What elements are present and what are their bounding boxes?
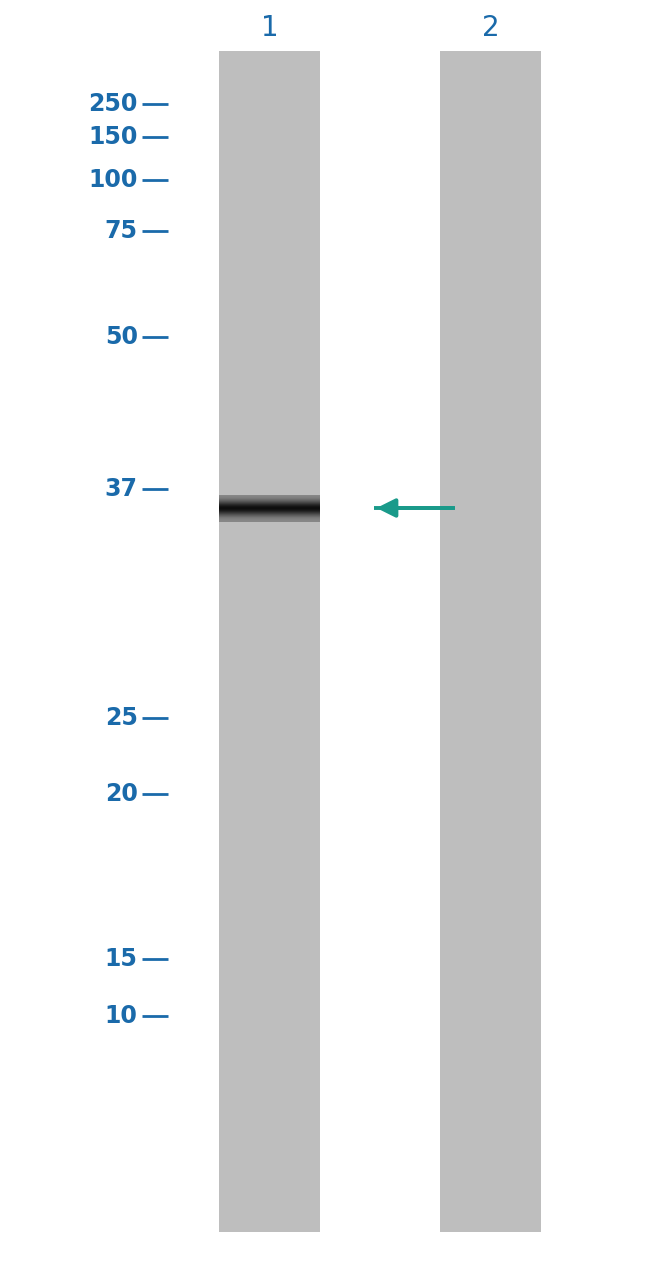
Text: 1: 1	[261, 14, 279, 42]
Text: 25: 25	[105, 706, 138, 729]
Bar	[220, 51, 320, 1232]
Text: 100: 100	[88, 169, 138, 192]
Text: 10: 10	[105, 1005, 138, 1027]
Bar	[441, 51, 541, 1232]
Text: 250: 250	[88, 93, 138, 116]
Text: 15: 15	[105, 947, 138, 970]
Text: 150: 150	[88, 126, 138, 149]
Text: 50: 50	[105, 325, 138, 348]
Text: 20: 20	[105, 782, 138, 805]
Text: 2: 2	[482, 14, 500, 42]
Text: 75: 75	[105, 220, 138, 243]
Text: 37: 37	[105, 478, 138, 500]
